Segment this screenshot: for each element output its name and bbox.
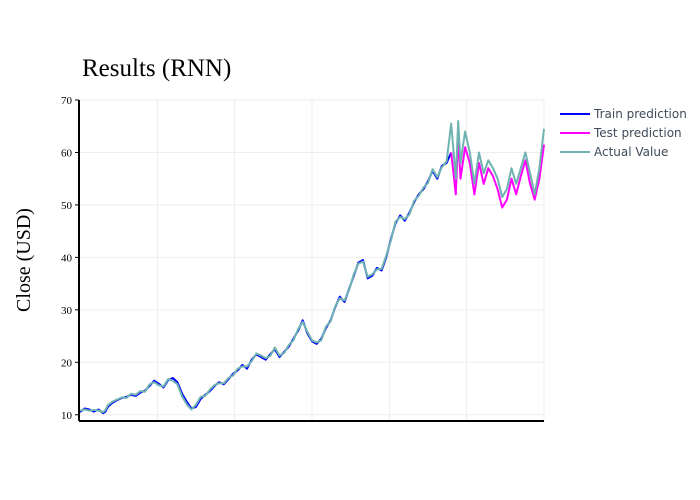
series-layer xyxy=(79,120,545,415)
y-tick-label: 50 xyxy=(61,200,73,212)
chart-title: Results (RNN) xyxy=(82,55,231,82)
series-line-test-prediction[interactable] xyxy=(450,135,545,209)
y-axis-label: Close (USD) xyxy=(13,208,35,312)
y-tick-label: 10 xyxy=(61,410,73,422)
legend-label: Test prediction xyxy=(593,126,682,140)
series-line-train-prediction[interactable] xyxy=(79,152,453,415)
series-line-actual-value[interactable] xyxy=(79,120,545,414)
legend-item-train-prediction[interactable]: Train prediction xyxy=(560,107,687,121)
y-tick-labels: 10 20 30 40 50 60 70 xyxy=(61,95,79,422)
legend-item-actual-value[interactable]: Actual Value xyxy=(560,145,668,159)
y-tick-label: 70 xyxy=(61,95,73,107)
legend-item-test-prediction[interactable]: Test prediction xyxy=(560,126,682,140)
legend-label: Actual Value xyxy=(594,145,668,159)
y-tick-label: 60 xyxy=(61,147,73,159)
y-tick-label: 40 xyxy=(61,252,73,264)
axes xyxy=(78,100,544,422)
grid xyxy=(80,99,545,420)
y-tick-label: 20 xyxy=(61,357,73,369)
legend[interactable]: Train prediction Test prediction Actual Va… xyxy=(560,107,687,159)
y-tick-label: 30 xyxy=(61,305,73,317)
legend-label: Train prediction xyxy=(593,107,687,121)
